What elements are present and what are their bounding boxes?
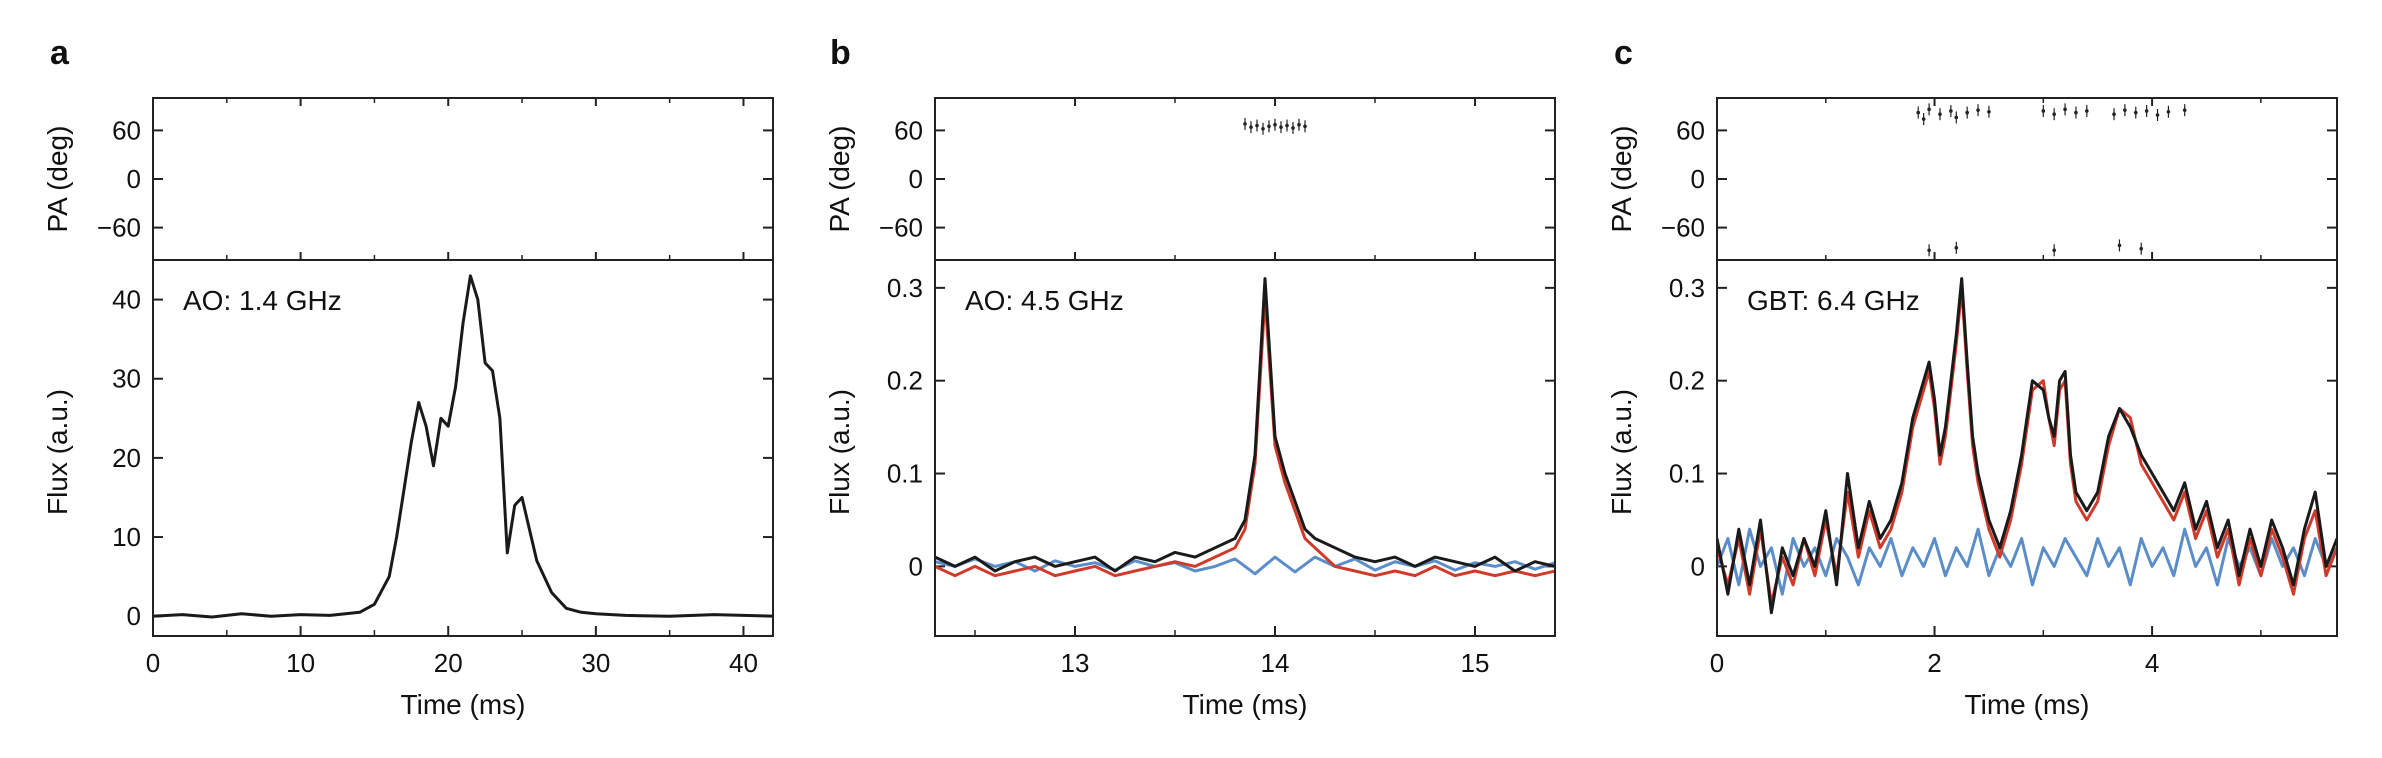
pa-point <box>2166 109 2171 114</box>
pa-point <box>1297 122 1301 127</box>
y-tick-label: 30 <box>112 364 141 394</box>
series-line-total <box>936 277 1554 573</box>
x-tick-label: 20 <box>434 648 463 678</box>
pa-y-tick-label: 0 <box>1691 164 1705 194</box>
pa-point <box>1249 125 1253 129</box>
pa-point <box>2139 246 2144 251</box>
pa-y-tick-label: 0 <box>909 164 923 194</box>
panel-c: c 0 2 4 0 0.1 0.2 0.3 −60 0 60 Time (ms) Flux (a.u.)… <box>1606 34 2338 720</box>
pa-y-tick-label: −60 <box>879 213 923 243</box>
pa-point <box>1927 107 1931 112</box>
x-tick-label: 4 <box>2145 648 2159 678</box>
pa-point <box>1285 123 1289 128</box>
pa-point <box>1949 109 1953 113</box>
pa-point <box>2052 248 2056 253</box>
pa-point <box>1279 125 1283 129</box>
pa-point <box>2117 243 2122 248</box>
pa-axes-frame <box>1716 97 2338 261</box>
pa-point <box>1261 126 1265 131</box>
frequency-annotation: GBT: 6.4 GHz <box>1747 285 1920 316</box>
y-tick-label: 10 <box>112 522 141 552</box>
pa-point <box>2182 108 2187 112</box>
series-line-linear <box>936 295 1554 578</box>
y-tick-label: 0 <box>127 601 141 631</box>
y-tick-label: 0.1 <box>1669 459 1705 489</box>
pa-point <box>2133 110 2138 115</box>
y-axis-label: Flux (a.u.) <box>824 389 855 515</box>
y-tick-label: 0.3 <box>1669 273 1705 303</box>
pa-y-tick-label: −60 <box>1661 213 1705 243</box>
y-tick-label: 0.1 <box>887 459 923 489</box>
pa-point <box>2052 112 2056 116</box>
series-line-total <box>154 274 772 619</box>
x-tick-label: 14 <box>1261 648 1290 678</box>
y-tick-label: 0 <box>909 551 923 581</box>
pa-point <box>1243 122 1247 126</box>
pa-axis-label: PA (deg) <box>824 126 855 233</box>
x-tick-label: 40 <box>729 648 758 678</box>
x-tick-label: 10 <box>286 648 315 678</box>
pa-point <box>1921 117 1926 121</box>
y-tick-label: 20 <box>112 443 141 473</box>
x-axis-label: Time (ms) <box>1183 689 1308 720</box>
x-tick-label: 2 <box>1927 648 1941 678</box>
y-tick-label: 40 <box>112 285 141 315</box>
pa-y-tick-label: 60 <box>112 115 141 145</box>
pa-y-tick-label: 0 <box>127 164 141 194</box>
y-axis-label: Flux (a.u.) <box>1606 389 1637 515</box>
frequency-annotation: AO: 4.5 GHz <box>965 285 1124 316</box>
pa-y-tick-label: 60 <box>894 115 923 145</box>
pa-point <box>1303 124 1307 129</box>
x-tick-label: 15 <box>1461 648 1490 678</box>
y-tick-label: 0.2 <box>1669 366 1705 396</box>
x-axis-label: Time (ms) <box>1965 689 2090 720</box>
pa-point <box>2123 108 2127 112</box>
pa-point <box>1927 248 1931 253</box>
pa-axes-frame <box>152 97 774 261</box>
flux-axes-frame <box>1716 259 2338 637</box>
pa-point <box>1954 246 1959 250</box>
pa-point <box>2074 110 2078 115</box>
panel-a: a 0 10 20 30 40 0 10 20 30 40 −60 0 60 Time (ms) Flux (… <box>42 34 774 720</box>
pa-point <box>2112 112 2116 116</box>
panel-letter: b <box>830 34 851 72</box>
pa-point <box>1965 110 1969 115</box>
x-tick-label: 30 <box>581 648 610 678</box>
pa-point <box>2041 109 2046 113</box>
pa-point <box>2144 109 2149 113</box>
y-tick-label: 0 <box>1691 551 1705 581</box>
y-axis-label: Flux (a.u.) <box>42 389 73 515</box>
flux-axes-frame <box>152 259 774 637</box>
y-tick-label: 0.3 <box>887 273 923 303</box>
pa-point <box>1938 112 1942 116</box>
series-line-total <box>1718 277 2336 615</box>
pa-point <box>1976 108 1980 112</box>
panel-b: b 13 14 15 0 0.1 0.2 0.3 −60 0 60 Time (ms) Flux (a.… <box>824 34 1556 720</box>
pa-point <box>1916 110 1921 115</box>
x-tick-label: 0 <box>146 648 160 678</box>
pa-point <box>2085 109 2089 113</box>
x-axis-label: Time (ms) <box>401 689 526 720</box>
pa-y-tick-label: −60 <box>97 213 141 243</box>
pa-point <box>1267 124 1271 129</box>
pa-point <box>2063 107 2067 112</box>
pa-y-tick-label: 60 <box>1676 115 1705 145</box>
x-tick-label: 13 <box>1061 648 1090 678</box>
pa-point <box>1954 115 1959 120</box>
pa-point <box>1273 122 1277 127</box>
pa-point <box>2155 113 2160 117</box>
pa-axis-label: PA (deg) <box>42 126 73 233</box>
y-tick-label: 0.2 <box>887 366 923 396</box>
pa-point <box>1291 126 1295 130</box>
pa-point <box>1255 123 1259 128</box>
panel-letter: c <box>1614 34 1633 72</box>
x-tick-label: 0 <box>1710 648 1724 678</box>
frequency-annotation: AO: 1.4 GHz <box>183 285 342 316</box>
pa-axis-label: PA (deg) <box>1606 126 1637 233</box>
flux-axes-frame <box>934 259 1556 637</box>
panel-letter: a <box>50 34 70 72</box>
pa-point <box>1987 109 1991 114</box>
